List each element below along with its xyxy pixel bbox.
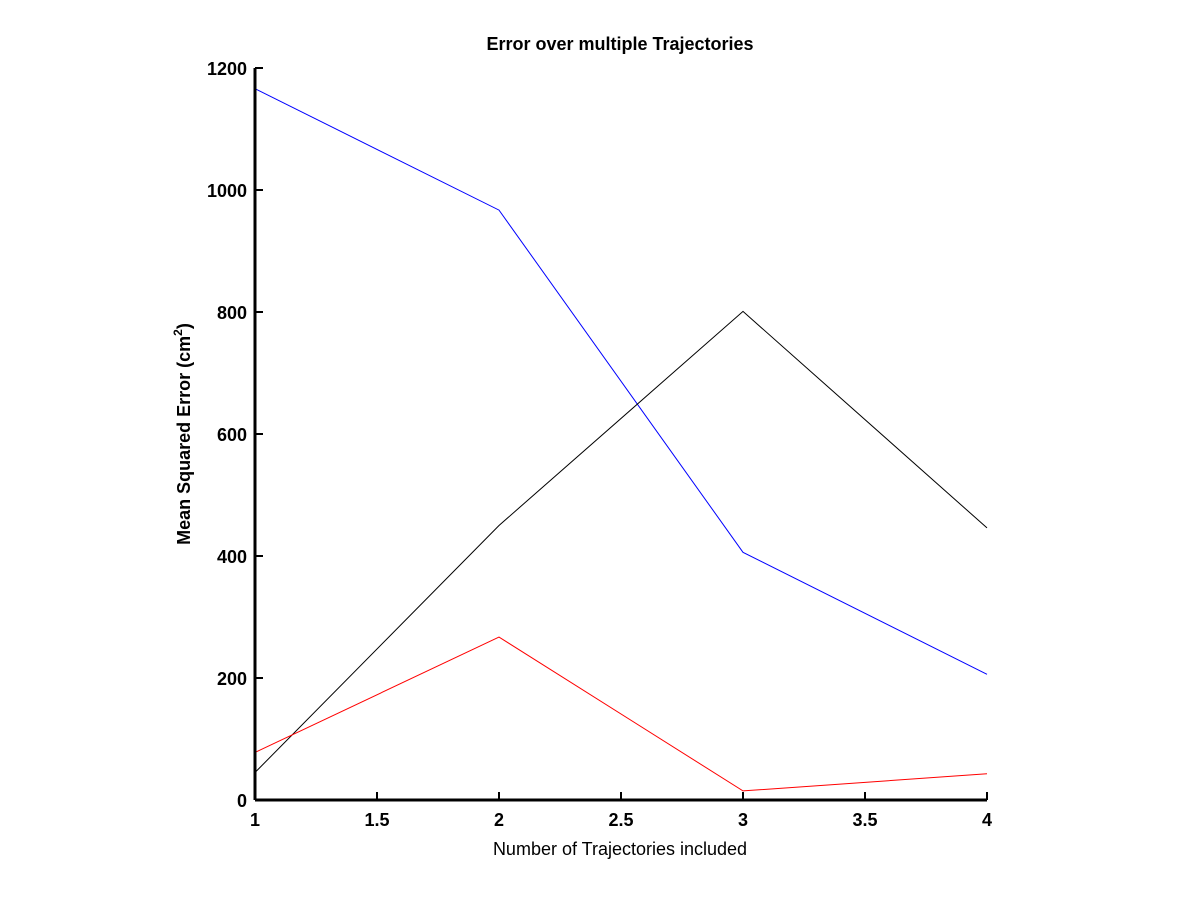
x-tick-label: 2 [494,810,504,830]
y-tick-label: 1000 [207,181,247,201]
y-tick-label: 200 [217,669,247,689]
x-tick-label: 3 [738,810,748,830]
y-axis-label-tail: ) [174,323,194,329]
y-tick-label: 1200 [207,59,247,79]
y-tick-label: 0 [237,791,247,811]
y-axis-label-superscript: 2 [171,329,185,336]
y-tick-label: 400 [217,547,247,567]
axes-layer [253,68,987,802]
chart-title: Error over multiple Trajectories [486,34,753,54]
x-tick-label: 1.5 [364,810,389,830]
y-tick-label: 800 [217,303,247,323]
y-axis-label-main: Mean Squared Error (cm [174,336,194,545]
ticks-layer: 1 1.5 2 2.5 3 3.5 4 0 200 400 600 800 1000 1200 [207,59,992,830]
x-tick-label: 4 [982,810,992,830]
series-line-1 [254,88,988,675]
y-tick-label: 600 [217,425,247,445]
series-line-3 [254,636,988,792]
series-layer [254,88,988,792]
x-tick-label: 3.5 [852,810,877,830]
x-tick-label: 1 [250,810,260,830]
x-axis-label: Number of Trajectories included [493,839,747,859]
x-tick-label: 2.5 [608,810,633,830]
series-line-2 [254,310,988,773]
y-axis-label: Mean Squared Error (cm2) [171,323,194,545]
